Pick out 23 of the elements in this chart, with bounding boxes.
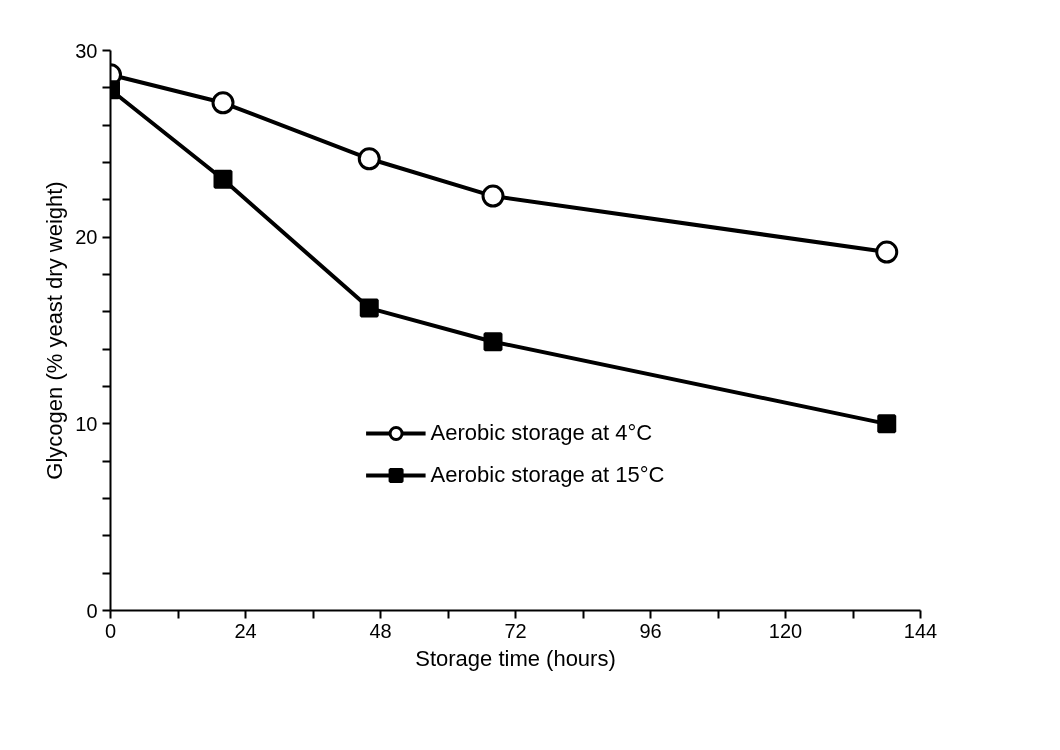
point (211, 91, 235, 115)
point (875, 240, 899, 264)
point (877, 414, 897, 434)
y-tick-label: 0 (86, 599, 98, 622)
x-tick-label: 96 (639, 619, 662, 642)
y-axis-title: Glycogen (% yeast dry weight) (42, 181, 68, 480)
x-tick-label: 24 (234, 619, 257, 642)
point (481, 184, 505, 208)
x-tick-label: 120 (768, 619, 803, 642)
x-axis-title: Storage time (hours) (415, 645, 616, 671)
legend-label: Aerobic storage at 15°C (430, 462, 665, 488)
legend-label: Aerobic storage at 4°C (430, 420, 653, 446)
y-tick-label: 30 (75, 39, 98, 62)
x-tick-label: 0 (104, 619, 117, 642)
x-tick-label: 72 (504, 619, 527, 642)
x-tick-label: 144 (903, 619, 938, 642)
y-tick-label: 10 (75, 412, 98, 435)
y-tick-label: 20 (75, 226, 98, 249)
point (359, 298, 379, 318)
point (483, 332, 503, 352)
point (213, 169, 233, 189)
point (357, 147, 381, 171)
x-tick-label: 48 (369, 619, 392, 642)
